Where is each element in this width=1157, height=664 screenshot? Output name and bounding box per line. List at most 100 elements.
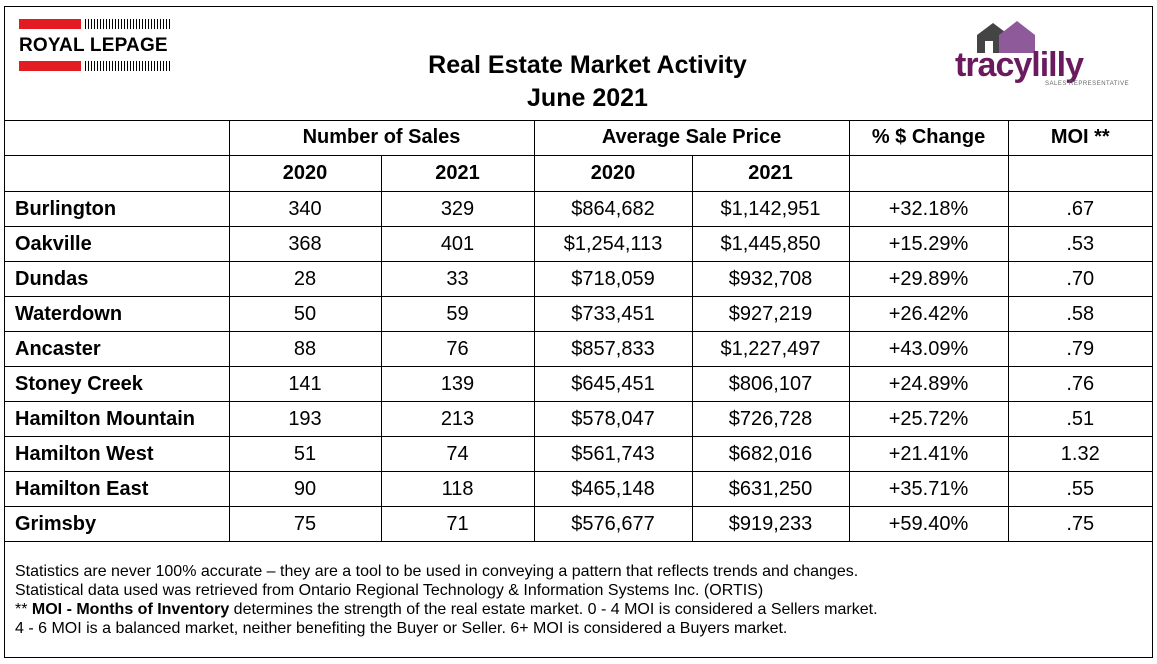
percent-change-cell: +35.71% (848, 471, 1009, 507)
price-2020-cell: $864,682 (533, 191, 693, 227)
header-blank (5, 155, 230, 192)
header-sales-2021: 2021 (380, 155, 535, 192)
table-row: Stoney Creek 141 139 $645,451 $806,107 +24.89… (5, 366, 1153, 402)
percent-change-cell: +21.41% (848, 436, 1009, 472)
price-2020-cell: $718,059 (533, 261, 693, 297)
sales-2020-cell: 368 (228, 226, 382, 262)
percent-change-cell: +59.40% (848, 506, 1009, 542)
tracylilly-subtitle: SALES REPRESENTATIVE (1045, 81, 1130, 87)
sales-2020-cell: 141 (228, 366, 382, 402)
header-price-2020: 2020 (533, 155, 693, 192)
price-2020-cell: $1,254,113 (533, 226, 693, 262)
moi-cell: .70 (1007, 261, 1153, 297)
year-header-row: 2020 2021 2020 2021 (5, 155, 1153, 192)
note-moi-term: MOI - Months of Inventory (31, 601, 230, 618)
area-cell: Ancaster (5, 331, 230, 367)
percent-change-cell: +29.89% (848, 261, 1009, 297)
area-cell: Waterdown (5, 296, 230, 332)
area-cell: Burlington (5, 191, 230, 227)
price-2021-cell: $726,728 (691, 401, 850, 437)
tracylilly-wordmark: tracylilly (955, 46, 1084, 84)
sales-2020-cell: 28 (228, 261, 382, 297)
sales-2021-cell: 59 (380, 296, 535, 332)
percent-change-cell: +15.29% (848, 226, 1009, 262)
sales-2021-cell: 401 (380, 226, 535, 262)
logo-red-bar (19, 61, 81, 71)
note-moi-scale: 4 - 6 MOI is a balanced market, neither … (15, 620, 788, 637)
note-moi: ** MOI - Months of Inventory determines … (15, 600, 1145, 619)
moi-cell: 1.32 (1007, 436, 1153, 472)
royal-lepage-wordmark: ROYAL LEPAGE (19, 35, 168, 56)
price-2020-cell: $561,743 (533, 436, 693, 472)
royal-lepage-logo: ROYAL LEPAGE (19, 19, 171, 71)
market-report: ROYAL LEPAGE Real Estate Market Activity… (4, 6, 1153, 658)
area-cell: Oakville (5, 226, 230, 262)
area-cell: Stoney Creek (5, 366, 230, 402)
area-cell: Hamilton East (5, 471, 230, 507)
sales-2020-cell: 50 (228, 296, 382, 332)
percent-change-cell: +26.42% (848, 296, 1009, 332)
sales-2021-cell: 139 (380, 366, 535, 402)
table-row: Hamilton West 51 74 $561,743 $682,016 +21.41%… (5, 436, 1153, 472)
price-2021-cell: $927,219 (691, 296, 850, 332)
moi-cell: .58 (1007, 296, 1153, 332)
table-row: Ancaster 88 76 $857,833 $1,227,497 +43.09% .79 (5, 331, 1153, 367)
sales-2021-cell: 71 (380, 506, 535, 542)
moi-cell: .67 (1007, 191, 1153, 227)
price-2021-cell: $631,250 (691, 471, 850, 507)
sales-2020-cell: 75 (228, 506, 382, 542)
price-2020-cell: $857,833 (533, 331, 693, 367)
sales-2021-cell: 74 (380, 436, 535, 472)
price-2020-cell: $576,677 (533, 506, 693, 542)
report-period: June 2021 (527, 84, 648, 112)
header-blank (848, 155, 1009, 192)
area-cell: Dundas (5, 261, 230, 297)
sales-2020-cell: 193 (228, 401, 382, 437)
sales-2021-cell: 118 (380, 471, 535, 507)
sales-2020-cell: 90 (228, 471, 382, 507)
header-blank (1007, 155, 1153, 192)
price-2020-cell: $465,148 (533, 471, 693, 507)
note-moi-prefix: ** (15, 601, 32, 618)
price-2020-cell: $645,451 (533, 366, 693, 402)
area-cell: Hamilton West (5, 436, 230, 472)
moi-cell: .75 (1007, 506, 1153, 542)
moi-cell: .53 (1007, 226, 1153, 262)
note-source: Statistical data used was retrieved from… (15, 582, 764, 599)
table-row: Hamilton East 90 118 $465,148 $631,250 +35.71… (5, 471, 1153, 507)
header-price-2021: 2021 (691, 155, 850, 192)
table-row: Waterdown 50 59 $733,451 $927,219 +26.42% .58 (5, 296, 1153, 332)
table-row: Oakville 368 401 $1,254,113 $1,445,850 +15.29… (5, 226, 1153, 262)
table-row: Burlington 340 329 $864,682 $1,142,951 +32.18… (5, 191, 1153, 227)
table-row: Dundas 28 33 $718,059 $932,708 +29.89% .70 (5, 261, 1153, 297)
price-2021-cell: $1,227,497 (691, 331, 850, 367)
moi-cell: .51 (1007, 401, 1153, 437)
table-body: Burlington 340 329 $864,682 $1,142,951 +32.18… (5, 191, 1153, 542)
group-header-row: Number of Sales Average Sale Price % $ C… (5, 120, 1153, 156)
price-2020-cell: $578,047 (533, 401, 693, 437)
header-sales-2020: 2020 (228, 155, 382, 192)
logo-red-bar (19, 19, 81, 29)
footnotes: Statistics are never 100% accurate – the… (15, 562, 1145, 638)
sales-2020-cell: 51 (228, 436, 382, 472)
report-title: Real Estate Market Activity (428, 51, 747, 79)
percent-change-cell: +32.18% (848, 191, 1009, 227)
percent-change-cell: +43.09% (848, 331, 1009, 367)
house-icon (977, 21, 1035, 53)
sales-2020-cell: 88 (228, 331, 382, 367)
area-cell: Hamilton Mountain (5, 401, 230, 437)
note-moi-text: determines the strength of the real esta… (229, 601, 878, 618)
sales-2021-cell: 76 (380, 331, 535, 367)
sales-2021-cell: 33 (380, 261, 535, 297)
price-2021-cell: $806,107 (691, 366, 850, 402)
logo-stripe-bar (85, 61, 171, 71)
sales-2021-cell: 329 (380, 191, 535, 227)
area-cell: Grimsby (5, 506, 230, 542)
note-accuracy: Statistics are never 100% accurate – the… (15, 563, 859, 580)
report-header: ROYAL LEPAGE Real Estate Market Activity… (5, 7, 1152, 121)
header-average-sale-price: Average Sale Price (533, 120, 850, 156)
header-number-of-sales: Number of Sales (228, 120, 535, 156)
price-2021-cell: $682,016 (691, 436, 850, 472)
moi-cell: .76 (1007, 366, 1153, 402)
moi-cell: .55 (1007, 471, 1153, 507)
